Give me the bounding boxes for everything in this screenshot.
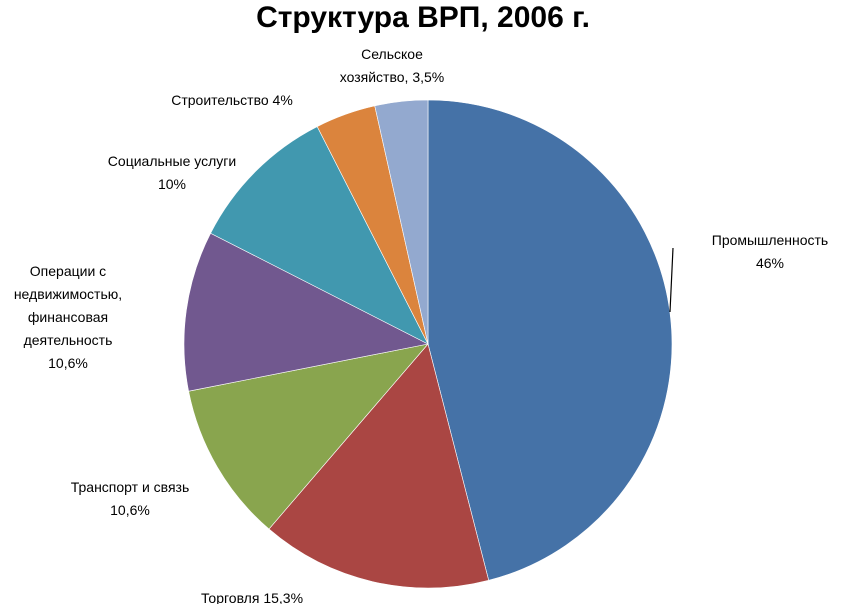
slice-label-6: Строительство 4% (171, 92, 293, 108)
pie-slice-4 (183, 232, 429, 392)
slice-label-2: Торговля 15,3% (201, 590, 303, 604)
pie-slice-3 (188, 343, 429, 530)
slice-label-line: 10% (158, 176, 186, 192)
slice-label-line: Социальные услуги (108, 153, 236, 169)
slice-label-line: Операции с (30, 263, 106, 279)
pie-slice-7 (374, 99, 429, 345)
slice-label-line: Транспорт и связь (71, 479, 190, 495)
slice-label-5: Социальные услуги 10% (108, 153, 236, 192)
slice-label-line: Промышленность (712, 232, 828, 248)
pie-slice-2 (268, 343, 490, 589)
slice-label-line: недвижимостью, (14, 286, 122, 302)
leader-line (669, 247, 674, 313)
slice-label-line: деятельность (24, 332, 113, 348)
slice-label-3: Транспорт и связь 10,6% (71, 479, 190, 518)
pie-slices (183, 99, 673, 589)
slice-label-line: 10,6% (48, 355, 88, 371)
slice-label-line: 10,6% (110, 502, 150, 518)
pie-slice-5 (210, 126, 429, 345)
slice-label-line: 46% (756, 255, 784, 271)
slice-label-7: Сельское хозяйство, 3,5% (340, 46, 444, 85)
slice-label-line: хозяйство, 3,5% (340, 69, 444, 85)
pie-slice-1 (427, 99, 673, 581)
slice-label-line: Сельское (361, 46, 423, 62)
slice-label-1: Промышленность 46% (712, 232, 828, 271)
slice-label-4: Операции с недвижимостью, финансовая деятел… (14, 263, 122, 371)
slice-label-line: Торговля 15,3% (201, 590, 303, 604)
pie-labels: Промышленность 46% Торговля 15,3% Транспорт… (14, 46, 828, 604)
chart-title: Структура ВРП, 2006 г. (256, 1, 590, 34)
slice-label-line: Строительство 4% (171, 92, 293, 108)
slice-label-line: финансовая (28, 309, 108, 325)
